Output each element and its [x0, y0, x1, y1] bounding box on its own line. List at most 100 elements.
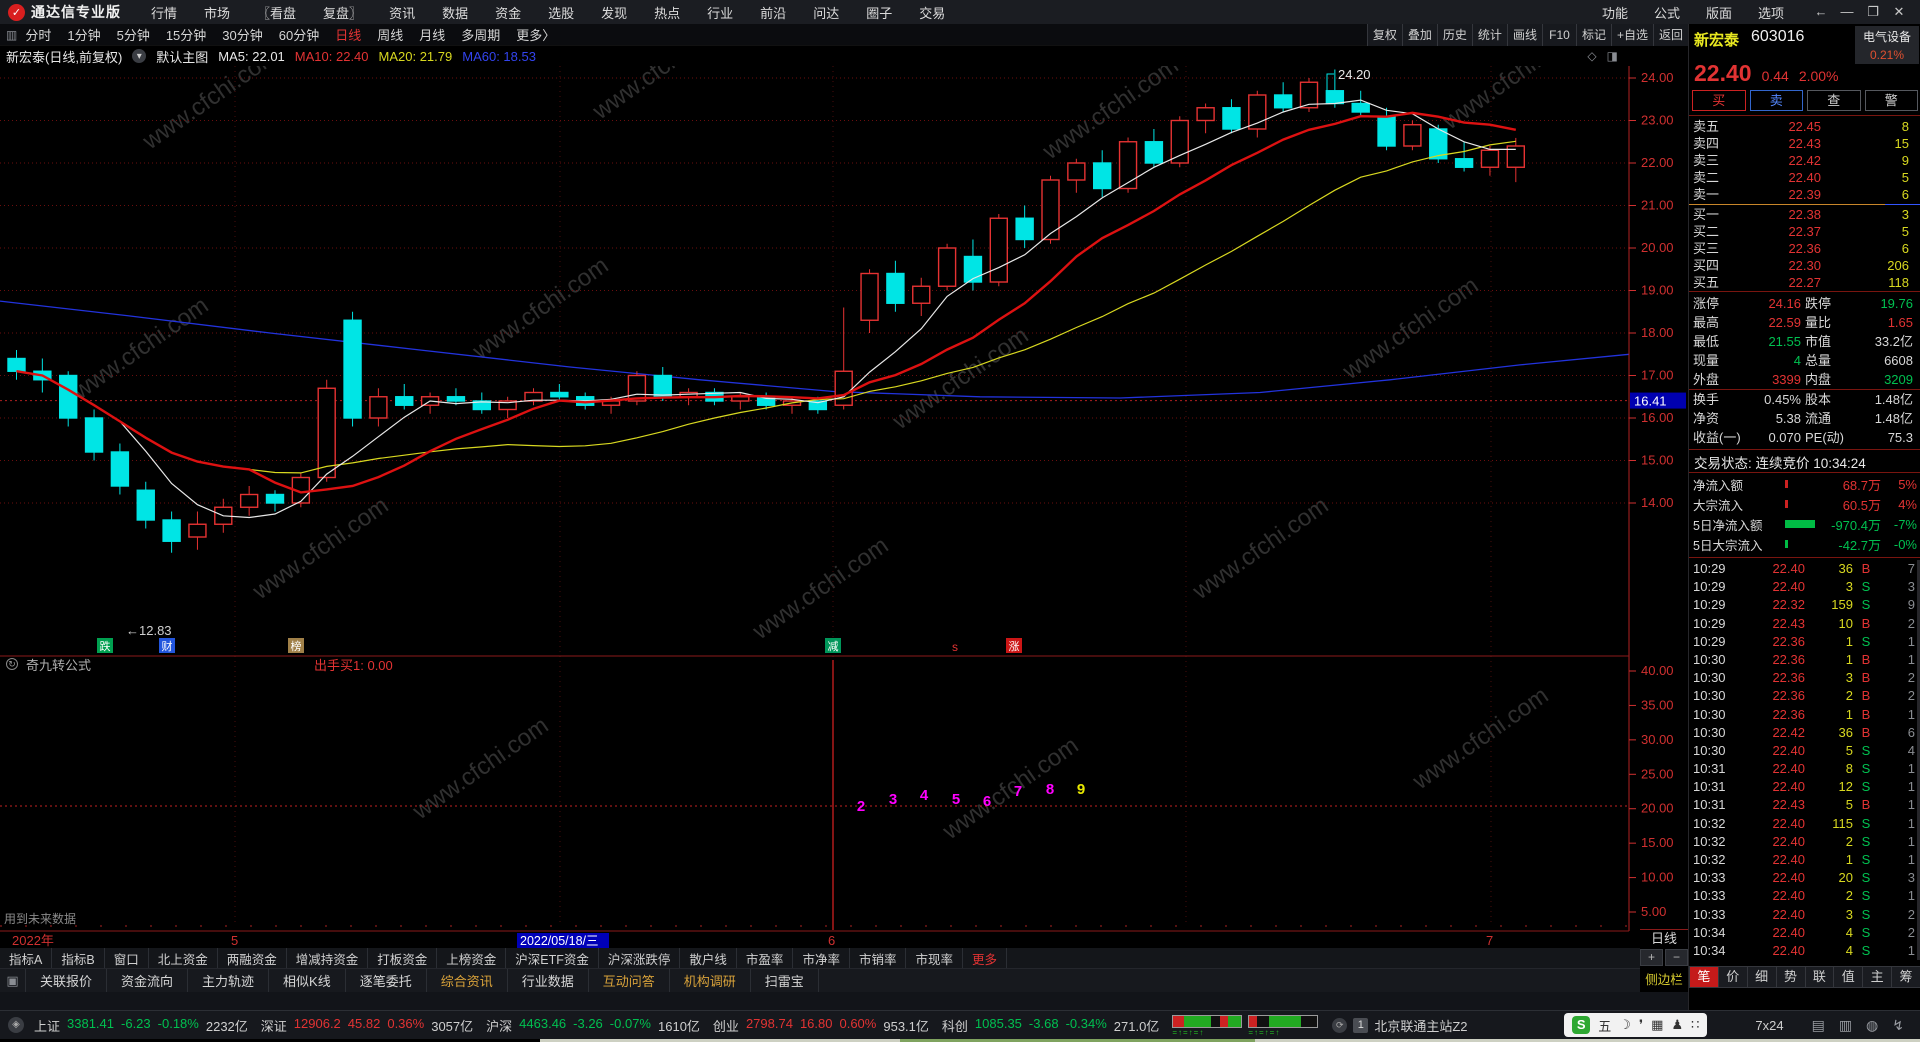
toolbar-tab[interactable]: 两融资金: [218, 948, 287, 968]
toolbar-tab[interactable]: 指标B: [52, 948, 105, 968]
market-breadth-widget[interactable]: =↑=↑=↑: [1248, 1014, 1319, 1036]
toolbar-tab[interactable]: 沪深涨跌停: [599, 948, 681, 968]
menu-item[interactable]: 版面: [1705, 5, 1732, 21]
toolbar-tab[interactable]: 主力轨迹: [188, 969, 270, 992]
period-tab[interactable]: 月线: [419, 28, 446, 43]
tick-row[interactable]: 10:32 22.40 1 S 1: [1689, 851, 1919, 869]
menu-item[interactable]: 交易: [919, 5, 946, 21]
orderbook-row[interactable]: 卖四 22.43 15: [1689, 135, 1920, 152]
period-tab[interactable]: 15分钟: [165, 28, 207, 43]
tick-row[interactable]: 10:31 22.40 8 S 1: [1689, 760, 1919, 778]
index-quote[interactable]: 沪深 4463.46 -3.26 -0.07% 1610亿: [486, 1016, 700, 1035]
tick-row[interactable]: 10:30 22.36 1 B 1: [1689, 651, 1919, 669]
tick-row[interactable]: 10:34 22.40 4 S 2: [1689, 924, 1919, 942]
power-icon[interactable]: ↯: [1892, 1016, 1904, 1033]
tick-list[interactable]: 10:29 22.40 36 B 7 10:29 22.40 3 S 3 10:29 22.32 159…: [1689, 560, 1919, 960]
zoom-in-button[interactable]: +: [1640, 949, 1663, 966]
ime-toolbar[interactable]: S 五 ☽ ❜ ▦ ♟ ∷: [1564, 1013, 1708, 1037]
toolbar-tab[interactable]: 扫雷宝: [751, 969, 819, 992]
layout-grid-icon[interactable]: ▥: [6, 27, 18, 42]
period-tab[interactable]: 30分钟: [222, 28, 263, 43]
list-icon[interactable]: ▤: [1811, 1016, 1825, 1033]
toolbar-tab[interactable]: 窗口: [105, 948, 149, 968]
server-name[interactable]: 北京联通主站Z2: [1374, 1018, 1468, 1034]
menu-item[interactable]: 行业: [707, 5, 734, 21]
menu-item[interactable]: 行情: [151, 5, 178, 21]
orderbook-row[interactable]: 卖三 22.42 9: [1689, 152, 1920, 169]
panel-icon[interactable]: ▣: [0, 969, 26, 992]
quote-tab[interactable]: 主: [1863, 966, 1893, 988]
chevron-down-icon[interactable]: ▾: [132, 49, 147, 63]
menu-item[interactable]: 复盘〗: [323, 5, 363, 21]
diamond-icon[interactable]: ◇: [1587, 49, 1597, 63]
menu-item[interactable]: 选项: [1757, 5, 1784, 21]
toolbar-tab[interactable]: 市现率: [906, 948, 963, 968]
tick-row[interactable]: 10:29 22.36 1 S 1: [1689, 633, 1919, 651]
orderbook-row[interactable]: 买五 22.27 118: [1689, 274, 1920, 291]
toolbar-tab[interactable]: 更多: [963, 948, 1007, 968]
chart-tool-button[interactable]: 复权: [1366, 23, 1402, 46]
tick-row[interactable]: 10:33 22.40 2 S 1: [1689, 887, 1919, 905]
index-quote[interactable]: 深证 12906.2 45.82 0.36% 3057亿: [261, 1016, 473, 1035]
quote-tab[interactable]: 价: [1718, 966, 1748, 988]
tick-row[interactable]: 10:29 22.40 3 S 3: [1689, 578, 1919, 596]
tick-row[interactable]: 10:31 22.43 5 B 1: [1689, 796, 1919, 814]
orderbook-row[interactable]: 买三 22.36 6: [1689, 240, 1920, 257]
toolbar-tab[interactable]: 市销率: [850, 948, 907, 968]
period-tab[interactable]: 更多〉: [516, 28, 556, 43]
chart-tool-button[interactable]: F10: [1541, 23, 1576, 46]
layout-label[interactable]: 默认主图: [156, 49, 209, 65]
tick-row[interactable]: 10:32 22.40 2 S 1: [1689, 833, 1919, 851]
chart-tool-button[interactable]: 历史: [1436, 23, 1472, 46]
market-breadth-widget[interactable]: =↑=↑=↑: [1172, 1014, 1243, 1036]
menu-item[interactable]: 资讯: [389, 5, 416, 21]
orderbook-row[interactable]: 买一 22.38 3: [1689, 206, 1920, 223]
toolbar-tab[interactable]: 散户线: [680, 948, 737, 968]
chart-tool-button[interactable]: 统计: [1471, 23, 1507, 46]
menu-item[interactable]: 公式: [1653, 5, 1680, 21]
toolbar-tab[interactable]: 北上资金: [149, 948, 218, 968]
tick-row[interactable]: 10:29 22.32 159 S 9: [1689, 596, 1919, 614]
menu-item[interactable]: 发现: [601, 5, 628, 21]
toolbar-tab[interactable]: 增减持资金: [287, 948, 369, 968]
chart-tool-button[interactable]: +自选: [1610, 23, 1653, 46]
ime-mode-label[interactable]: 五: [1598, 1018, 1612, 1034]
quote-tab[interactable]: 筹: [1892, 966, 1920, 988]
keyboard-icon[interactable]: ▦: [1651, 1017, 1664, 1032]
period-tab[interactable]: 60分钟: [278, 28, 320, 43]
toolbar-tab[interactable]: 市盈率: [737, 948, 794, 968]
period-tab[interactable]: 5分钟: [116, 28, 150, 43]
industry-box[interactable]: 电气设备 0.21%: [1855, 26, 1919, 64]
sell-button[interactable]: 卖: [1749, 90, 1803, 111]
alert-button[interactable]: 警: [1864, 90, 1918, 111]
split-window-icon[interactable]: ◨: [1606, 49, 1618, 63]
refresh-icon[interactable]: ⟳: [1332, 1017, 1348, 1033]
tick-row[interactable]: 10:30 22.40 5 S 4: [1689, 742, 1919, 760]
close-icon[interactable]: ✕: [1893, 4, 1905, 19]
period-tab[interactable]: 日线: [335, 28, 362, 43]
query-button[interactable]: 查: [1807, 90, 1861, 111]
person-icon[interactable]: ♟: [1671, 1017, 1684, 1032]
orderbook-row[interactable]: 买二 22.37 5: [1689, 223, 1920, 240]
quote-tab[interactable]: 势: [1776, 966, 1806, 988]
menu-item[interactable]: 数据: [442, 5, 469, 21]
zoom-out-button[interactable]: −: [1665, 949, 1688, 966]
menu-item[interactable]: 功能: [1601, 5, 1628, 21]
period-tab[interactable]: 周线: [377, 28, 404, 43]
tick-row[interactable]: 10:29 22.40 36 B 7: [1689, 560, 1919, 578]
minimize-icon[interactable]: —: [1840, 4, 1854, 19]
menu-item[interactable]: 资金: [495, 5, 522, 21]
period-label[interactable]: 日线: [1640, 929, 1688, 947]
toolbar-tab[interactable]: 机构调研: [670, 969, 751, 992]
quote-tab[interactable]: 联: [1805, 966, 1835, 988]
tick-row[interactable]: 10:31 22.40 12 S 1: [1689, 778, 1919, 796]
quote-tab[interactable]: 细: [1747, 966, 1777, 988]
menu-item[interactable]: 热点: [654, 5, 681, 21]
toolbar-tab[interactable]: 市净率: [793, 948, 850, 968]
tick-row[interactable]: 10:30 22.36 1 B 1: [1689, 706, 1919, 724]
orderbook-row[interactable]: 卖五 22.45 8: [1689, 118, 1920, 135]
period-tab[interactable]: 多周期: [461, 28, 501, 43]
tick-row[interactable]: 10:32 22.40 115 S 1: [1689, 815, 1919, 833]
punctuation-icon[interactable]: ❜: [1638, 1017, 1644, 1032]
toolbar-tab[interactable]: 沪深ETF资金: [506, 948, 599, 968]
